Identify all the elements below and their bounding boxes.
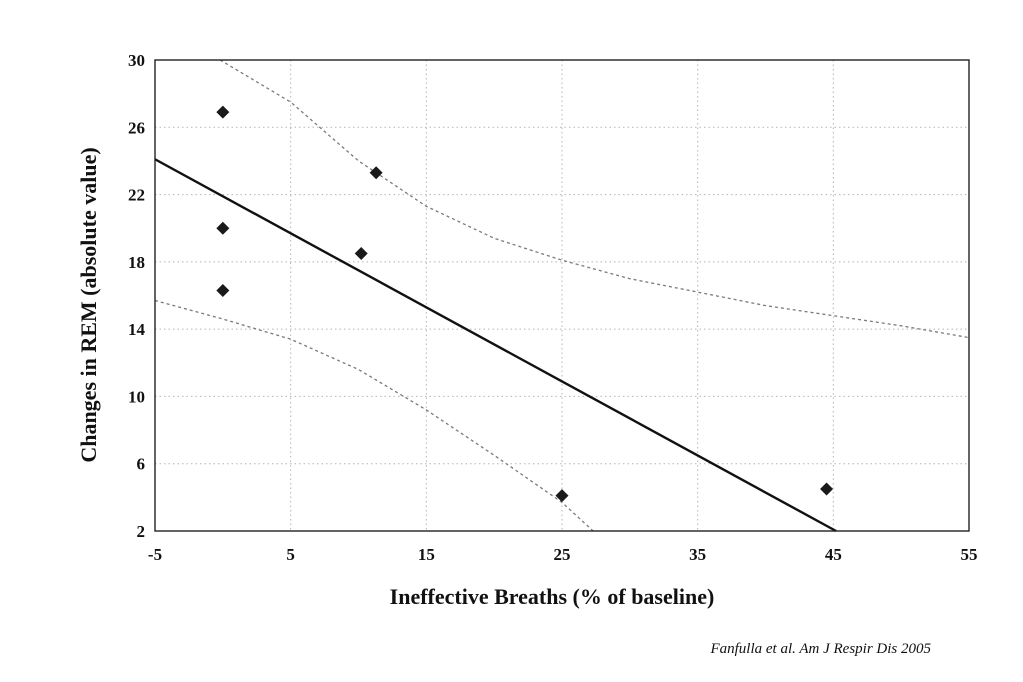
x-tick-label: 25: [554, 545, 571, 564]
x-tick-label: -5: [148, 545, 162, 564]
x-tick-label: 35: [689, 545, 706, 564]
gridlines: [154, 59, 970, 532]
data-points: [216, 105, 834, 503]
data-point: [216, 221, 230, 235]
confidence-bands: [154, 59, 970, 532]
data-point: [216, 283, 230, 297]
y-axis-title: Changes in REM (absolute value): [76, 147, 101, 462]
y-tick-label: 18: [128, 253, 145, 272]
data-point: [820, 482, 834, 496]
y-tick-label: 6: [137, 455, 146, 474]
x-axis-title: Ineffective Breaths (% of baseline): [390, 584, 715, 609]
y-tick-label: 10: [128, 387, 145, 406]
plot-frame: [154, 59, 970, 532]
data-point: [369, 166, 383, 180]
citation-text: Fanfulla et al. Am J Respir Dis 2005: [710, 641, 931, 657]
x-tick-label: 45: [825, 545, 842, 564]
y-tick-label: 30: [128, 51, 145, 70]
data-point: [216, 105, 230, 119]
upper-confidence-band: [219, 59, 970, 339]
regression-line: [154, 158, 837, 533]
lower-confidence-band: [154, 299, 594, 532]
regression-line-group: [154, 158, 837, 533]
x-tick-label: 55: [961, 545, 978, 564]
x-tick-label: 5: [286, 545, 295, 564]
x-tick-label: 15: [418, 545, 435, 564]
data-point: [354, 246, 368, 260]
data-point: [555, 489, 569, 503]
y-tick-label: 14: [128, 320, 146, 339]
y-tick-label: 22: [128, 186, 145, 205]
y-tick-label: 26: [128, 118, 145, 137]
y-tick-label: 2: [137, 522, 146, 541]
x-tick-labels: -5 5 15 25 35 45 55: [148, 545, 978, 564]
